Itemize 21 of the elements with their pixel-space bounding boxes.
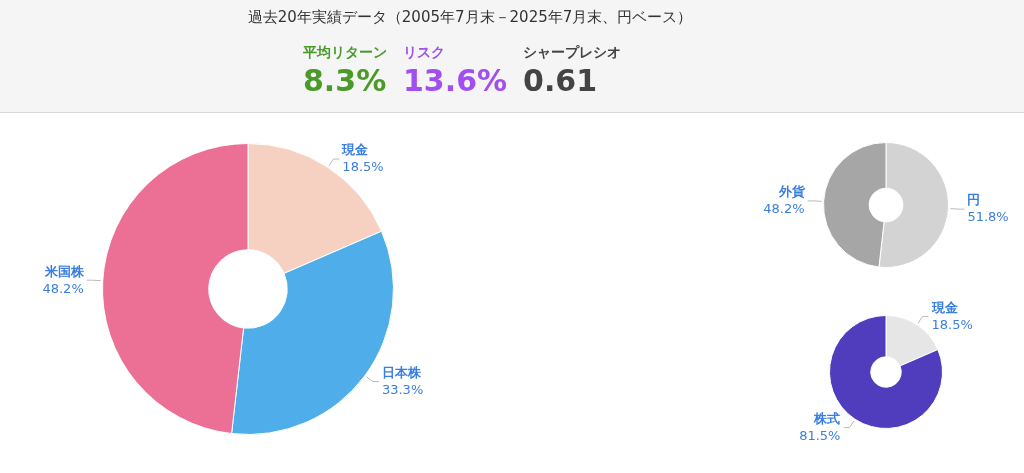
data-label: 33.3%	[381, 381, 424, 397]
text: 8.3%	[303, 62, 387, 100]
text: シャープレシオ	[523, 44, 622, 62]
text: 平均リターン	[303, 44, 387, 62]
slice-label: 株式	[813, 410, 841, 426]
slice-label: 外貨	[777, 184, 806, 200]
data-label: 18.5%	[342, 159, 384, 175]
data-label: 81.5%	[799, 427, 841, 443]
slice-label: 現金	[930, 299, 959, 315]
data-label: 18.5%	[931, 316, 973, 332]
data-label: 48.2%	[42, 280, 84, 296]
data-label: 51.8%	[967, 209, 1009, 225]
text: 過去20年実績データ（2005年7月末－2025年7月末、円ベース）	[246, 8, 694, 27]
slice-label: 現金	[341, 142, 370, 158]
text: 13.6%	[403, 62, 508, 100]
slice-label: 日本株	[381, 364, 422, 380]
slice-label: 円	[967, 192, 981, 208]
slice-label: 米国株	[43, 263, 85, 279]
data-label: 48.2%	[763, 201, 805, 217]
text: 0.61	[523, 62, 599, 100]
text: リスク	[403, 44, 446, 62]
